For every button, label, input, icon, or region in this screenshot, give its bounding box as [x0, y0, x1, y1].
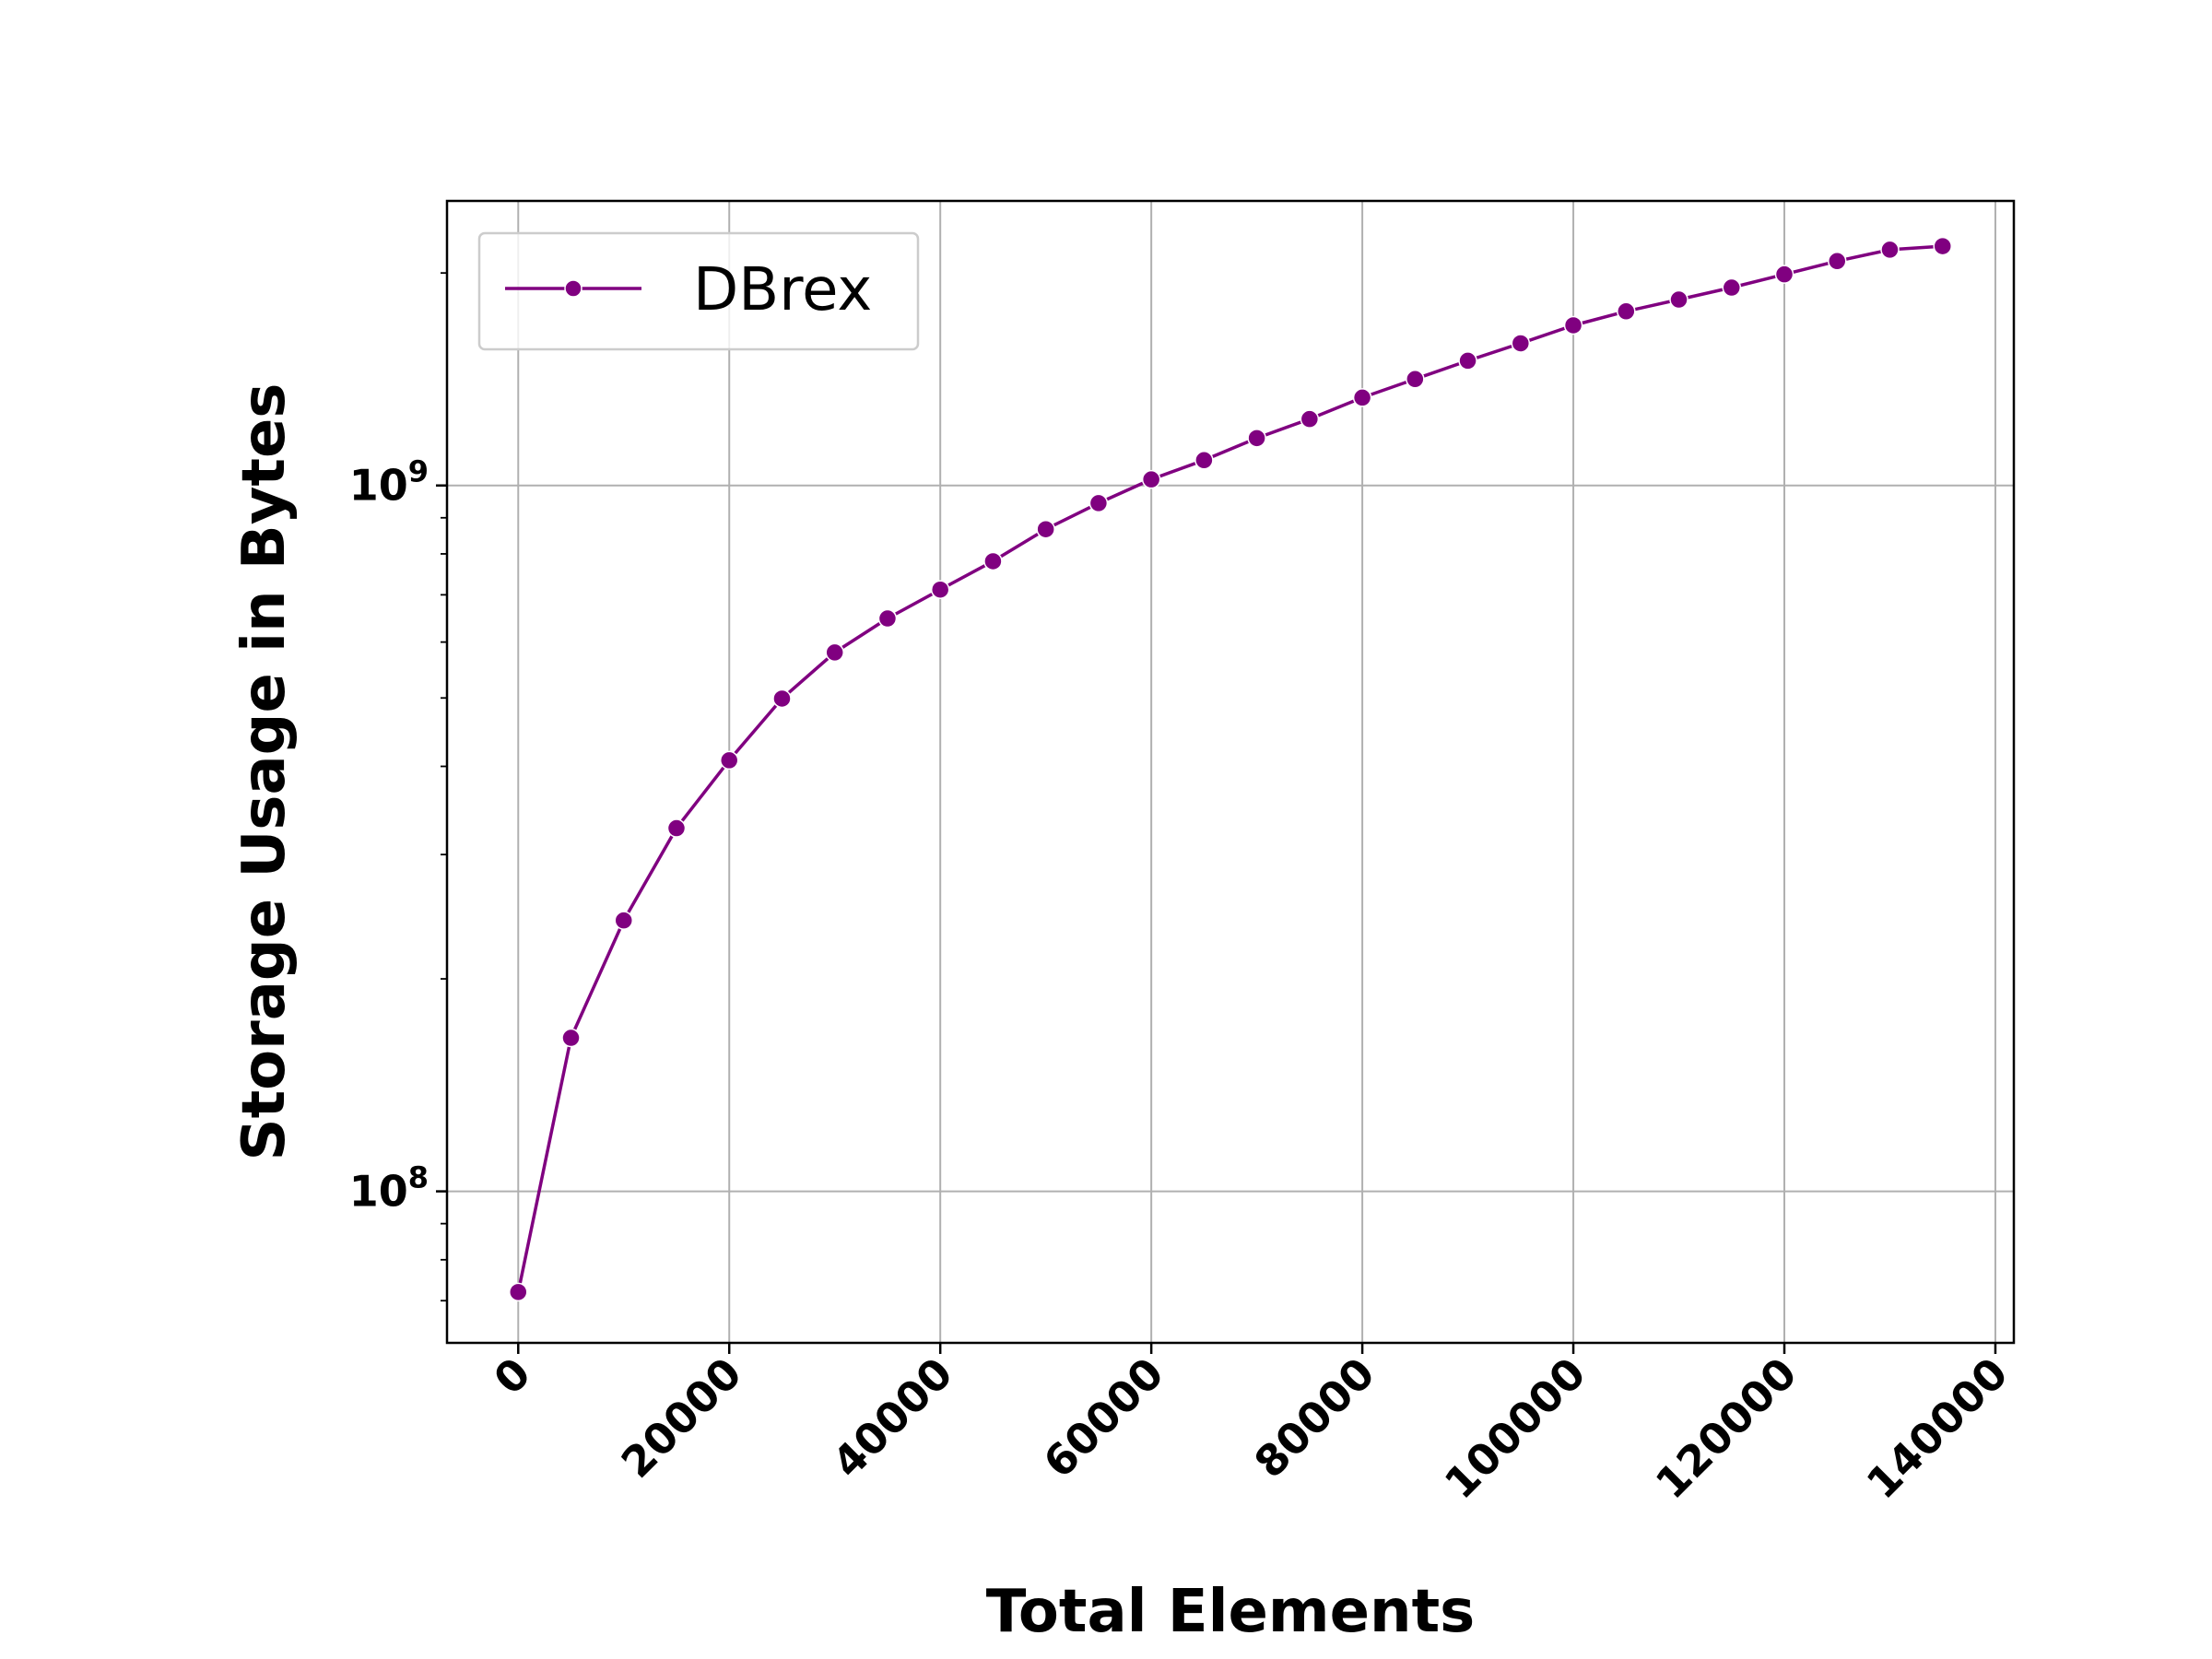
data-point — [666, 818, 687, 838]
data-point — [1036, 519, 1055, 539]
data-point — [1933, 236, 1952, 256]
data-point — [1827, 252, 1847, 271]
ticks — [436, 272, 1997, 1354]
y-tick-label: 109 — [349, 454, 429, 511]
data-point — [1722, 277, 1742, 298]
tick-labels: 0 20000 40000 60000 80000 100000 120000 140000 1… — [349, 454, 2018, 1509]
data-point — [877, 608, 898, 629]
x-tick-label: 40000 — [823, 1348, 962, 1488]
data-point — [1088, 493, 1109, 513]
data-point — [1880, 240, 1900, 260]
legend: DBrex — [477, 231, 920, 351]
x-tick-label: 60000 — [1034, 1348, 1173, 1488]
x-tick-label: 80000 — [1245, 1348, 1384, 1488]
x-tick-label: 120000 — [1646, 1348, 1806, 1509]
x-tick-label: 100000 — [1435, 1348, 1595, 1509]
y-axis-label: Storage Usage in Bytes — [230, 382, 299, 1160]
data-point — [983, 551, 1003, 571]
data-point — [614, 911, 634, 930]
x-tick-label: 0 — [484, 1348, 540, 1405]
data-point — [561, 1028, 581, 1048]
data-point — [1194, 451, 1214, 470]
legend-marker-swatch — [564, 279, 582, 298]
data-point — [1774, 265, 1794, 284]
x-tick-label: 140000 — [1857, 1348, 2018, 1509]
grid — [447, 201, 2014, 1343]
data-point — [509, 1282, 528, 1302]
data-point — [719, 750, 739, 771]
data-point — [1617, 301, 1636, 322]
plot-frame — [445, 199, 2016, 1345]
data-point — [1511, 334, 1531, 353]
data-point — [1669, 289, 1688, 310]
legend-box — [477, 231, 920, 351]
data-point — [930, 580, 950, 599]
data-point — [1300, 409, 1320, 429]
x-tick-label: 20000 — [612, 1348, 751, 1488]
data-point — [1458, 351, 1477, 371]
series-line — [516, 244, 1943, 1293]
data-point — [1563, 315, 1583, 335]
series-layer — [509, 236, 1952, 1302]
legend-label: DBrex — [693, 256, 872, 324]
data-point — [1352, 388, 1372, 407]
data-point — [772, 688, 792, 709]
data-point — [1406, 370, 1425, 389]
data-point — [1247, 429, 1266, 448]
data-point — [1141, 469, 1161, 489]
data-point — [825, 642, 844, 663]
y-tick-label: 108 — [349, 1160, 429, 1217]
x-axis-label: Total Elements — [986, 1578, 1476, 1646]
